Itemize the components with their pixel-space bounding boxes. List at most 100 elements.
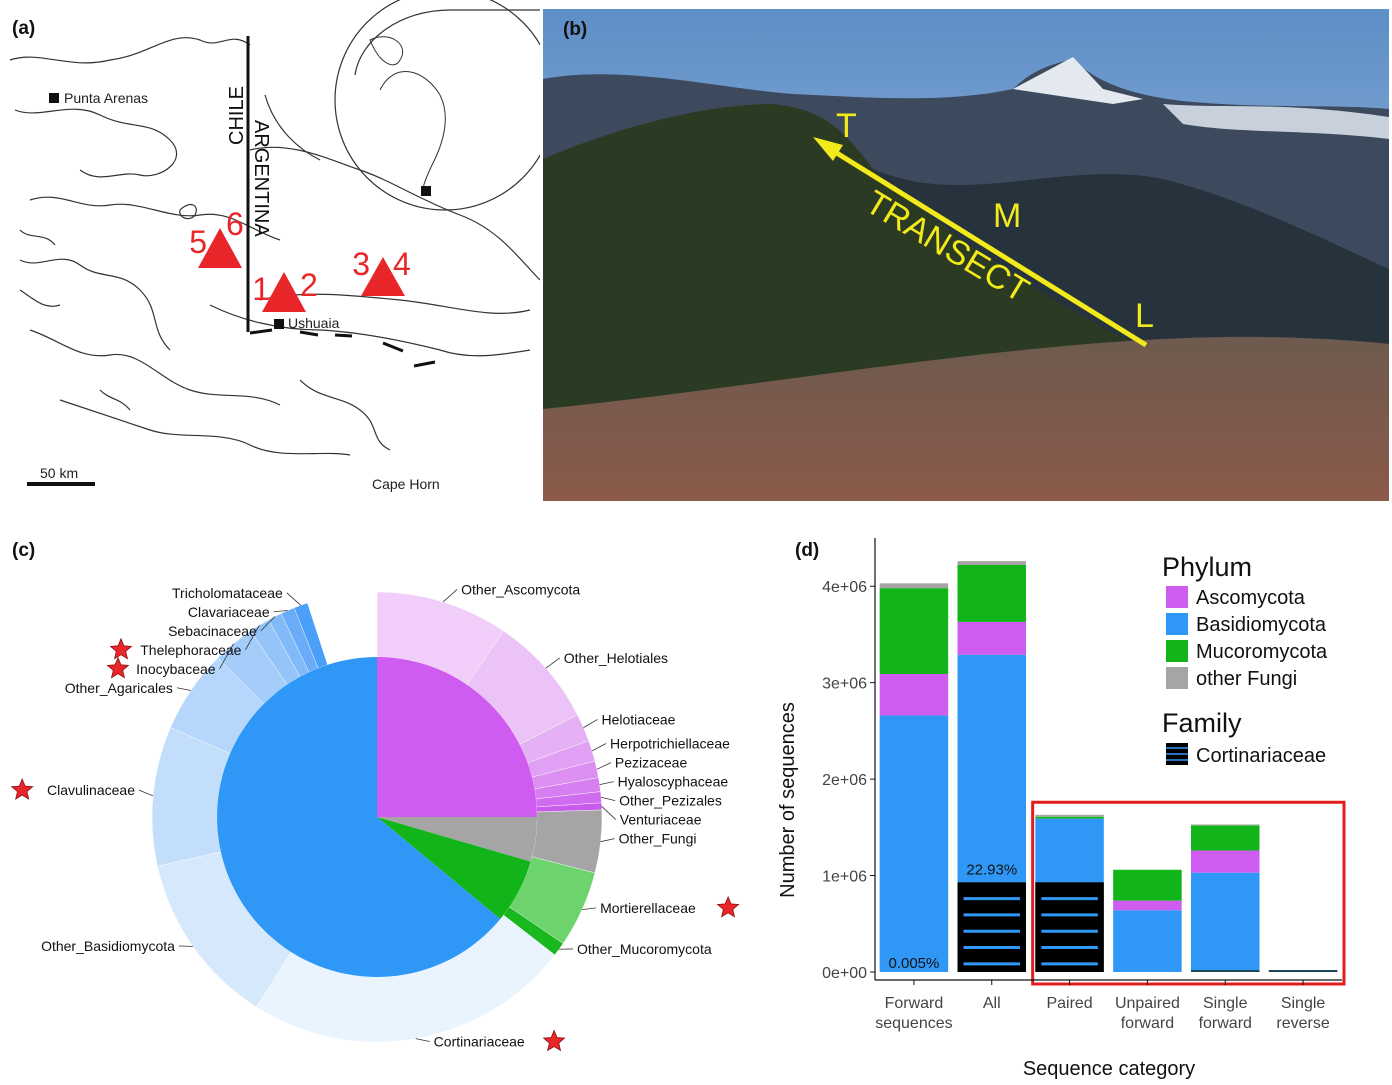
map-svg: Punta Arenas Ushuaia Cape Horn CHILE ARG… — [0, 0, 540, 500]
segment-label-mortierellaceae: Mortierellaceae — [600, 900, 696, 916]
ushuaia-marker — [274, 319, 284, 329]
x-tick-label: Single — [1203, 995, 1248, 1012]
sunburst-svg: Other_AscomycotaOther_HelotialesHelotiac… — [0, 530, 770, 1080]
point-low-label: L — [1135, 297, 1154, 335]
y-tick-label: 4e+06 — [822, 579, 867, 596]
segment-label-other-agaricales: Other_Agaricales — [65, 680, 173, 696]
y-axis-title: Number of sequences — [777, 702, 799, 898]
star-icon — [111, 639, 132, 659]
label-leader — [597, 763, 611, 770]
bar-annotation: 0.005% — [888, 955, 939, 972]
bar-segment-basidiomycota — [1191, 873, 1259, 972]
bar-annotation: 22.93% — [966, 861, 1017, 878]
legend-label-basidiomycota: Basidiomycota — [1196, 614, 1327, 636]
x-tick-label: All — [983, 995, 1001, 1012]
segment-label-other-basidiomycota: Other_Basidiomycota — [41, 938, 175, 954]
segment-label-other-ascomycota: Other_Ascomycota — [461, 581, 580, 597]
panel-a-map: (a) — [0, 0, 540, 500]
inner-ring — [217, 657, 537, 977]
legend: Phylum AscomycotaBasidiomycotaMucoromyco… — [1162, 552, 1328, 767]
bar-group-forward-sequences — [880, 583, 948, 972]
site-number: 6 — [226, 206, 244, 242]
label-leader — [287, 593, 301, 606]
legend-label-ascomycota: Ascomycota — [1196, 587, 1306, 609]
label-leader — [582, 908, 596, 910]
segment-label-tricholomataceae: Tricholomataceae — [172, 585, 283, 601]
bar-group-unpaired-forward — [1113, 870, 1181, 972]
label-leader — [600, 782, 614, 785]
punta-arenas-marker — [49, 93, 59, 103]
legend-swatch-other-fungi — [1166, 667, 1188, 689]
x-tick-label: Paired — [1046, 995, 1092, 1012]
legend-label-cortinariaceae: Cortinariaceae — [1196, 745, 1326, 767]
bar-segment-other-fungi — [958, 561, 1026, 565]
landscape-svg: TRANSECT T M L — [543, 9, 1389, 501]
label-leader — [139, 790, 153, 796]
panel-b-photo: TRANSECT T M L (b) — [543, 9, 1389, 501]
bar-segment-ascomycota — [1113, 901, 1181, 911]
bar-group-paired — [1035, 815, 1103, 972]
label-leader — [177, 688, 191, 691]
argentina-label: ARGENTINA — [250, 120, 272, 237]
legend-swatch-ascomycota — [1166, 586, 1188, 608]
point-middle-label: M — [993, 197, 1021, 235]
panel-d-label: (d) — [795, 540, 819, 562]
segment-label-other-pezizales: Other_Pezizales — [619, 793, 722, 809]
star-icon — [544, 1031, 565, 1051]
star-icon — [12, 779, 33, 799]
legend-item-cortinariaceae: Cortinariaceae — [1166, 743, 1326, 767]
segment-label-herpotrichiellaceae: Herpotrichiellaceae — [610, 735, 730, 751]
ushuaia-label: Ushuaia — [288, 315, 340, 331]
segment-label-hyaloscyphaceae: Hyaloscyphaceae — [618, 774, 729, 790]
bar-segment-cortinariaceae — [1035, 882, 1103, 972]
cape-horn-label: Cape Horn — [372, 476, 440, 492]
bar-segment-other-fungi — [1035, 815, 1103, 817]
segment-label-pezizaceae: Pezizaceae — [615, 755, 688, 771]
legend-swatch-mucoromycota — [1166, 640, 1188, 662]
coastlines — [10, 10, 540, 455]
globe-inset — [335, 0, 540, 210]
site-number: 1 — [252, 271, 270, 307]
label-leader — [592, 743, 606, 750]
legend-phylum-title: Phylum — [1162, 552, 1252, 582]
bar-segment-other-fungi — [1191, 824, 1259, 825]
label-leader — [416, 1039, 430, 1042]
label-leader — [601, 797, 615, 800]
x-tick-label: Forward — [885, 995, 944, 1012]
bar-chart-svg: 0.005%22.93% 0e+001e+062e+063e+064e+06Fo… — [770, 530, 1392, 1080]
x-tick-label: Single — [1281, 995, 1326, 1012]
bar-group-all — [958, 561, 1026, 972]
segment-label-other-helotiales: Other_Helotiales — [564, 650, 668, 666]
bar-segment-ascomycota — [880, 674, 948, 715]
y-tick-label: 0e+00 — [822, 965, 867, 982]
site-number: 3 — [352, 246, 370, 282]
chile-label: CHILE — [226, 86, 248, 145]
legend-label-other-fungi: other Fungi — [1196, 668, 1297, 690]
bar-segment-other-fungi — [880, 583, 948, 588]
site-number: 5 — [189, 224, 207, 260]
segment-label-inocybaceae: Inocybaceae — [136, 661, 216, 677]
scale-bar-label: 50 km — [40, 465, 78, 481]
x-tick-label: reverse — [1276, 1015, 1329, 1032]
bar-group-single-reverse — [1269, 971, 1337, 972]
legend-swatch-basidiomycota — [1166, 613, 1188, 635]
point-top-label: T — [836, 107, 857, 145]
bar-segment-mucoromycota — [1191, 825, 1259, 850]
segment-label-thelephoraceae: Thelephoraceae — [140, 642, 241, 658]
bar-segment-cortinariaceae — [958, 882, 1026, 972]
bar-group-single-forward — [1191, 824, 1259, 972]
bar-segment-ascomycota — [958, 622, 1026, 655]
segment-label-other-fungi: Other_Fungi — [619, 831, 697, 847]
star-icon — [718, 897, 739, 917]
segment-label-cortinariaceae: Cortinariaceae — [434, 1034, 525, 1050]
legend-items: AscomycotaBasidiomycotaMucoromycotaother… — [1166, 586, 1328, 690]
segment-label-clavulinaceae: Clavulinaceae — [47, 782, 135, 798]
panel-c-label: (c) — [12, 540, 35, 562]
x-tick-label: forward — [1199, 1015, 1252, 1032]
bar-segment-mucoromycota — [880, 588, 948, 674]
bar-segment-basidiomycota — [880, 715, 948, 972]
bar-segment-mucoromycota — [1035, 817, 1103, 819]
x-tick-label: forward — [1121, 1015, 1174, 1032]
